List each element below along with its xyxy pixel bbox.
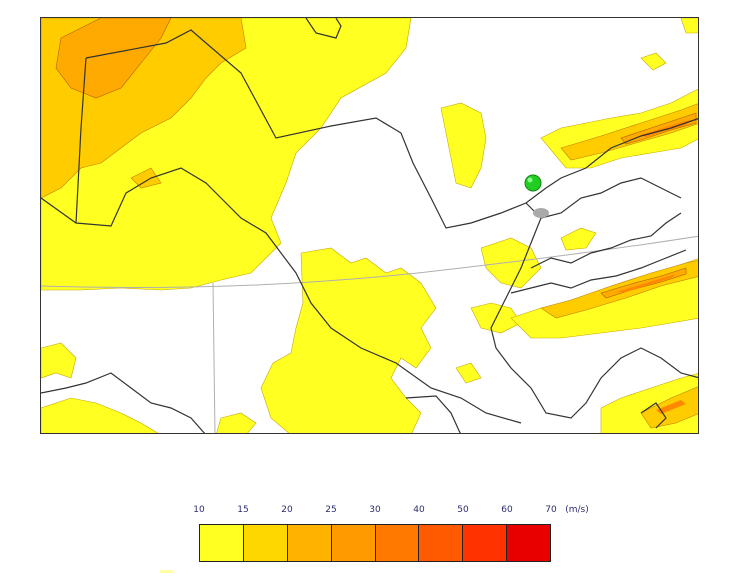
legend-tick-labels: 10 15 20 25 30 40 50 60 70 (m/s) bbox=[190, 505, 588, 519]
map-canvas bbox=[41, 18, 698, 433]
legend-unit: (m/s) bbox=[565, 505, 589, 515]
legend-tick-2: 20 bbox=[281, 505, 293, 515]
legend-swatch-4 bbox=[375, 525, 420, 561]
legend-swatch-0 bbox=[200, 525, 244, 561]
legend-swatch-1 bbox=[243, 525, 288, 561]
legend-tick-5: 40 bbox=[413, 505, 425, 515]
legend-tick-7: 60 bbox=[501, 505, 513, 515]
graticule bbox=[41, 235, 698, 433]
legend-swatch-6 bbox=[463, 525, 508, 561]
legend-swatch-2 bbox=[287, 525, 332, 561]
legend-tick-3: 25 bbox=[325, 505, 337, 515]
wind-speed-map bbox=[40, 17, 699, 434]
legend-swatch-3 bbox=[331, 525, 376, 561]
country-borders bbox=[41, 18, 698, 433]
legend-tick-6: 50 bbox=[457, 505, 469, 515]
legend-swatch-5 bbox=[419, 525, 464, 561]
legend-tick-8: 70 bbox=[545, 505, 557, 515]
legend-tick-4: 30 bbox=[369, 505, 381, 515]
legend-swatch-7 bbox=[507, 525, 550, 561]
legend-tick-1: 15 bbox=[237, 505, 249, 515]
legend-color-bar bbox=[199, 524, 551, 562]
legend-artifact bbox=[160, 570, 174, 573]
lake bbox=[533, 208, 549, 218]
legend-tick-0: 10 bbox=[193, 505, 205, 515]
location-marker bbox=[524, 174, 542, 192]
